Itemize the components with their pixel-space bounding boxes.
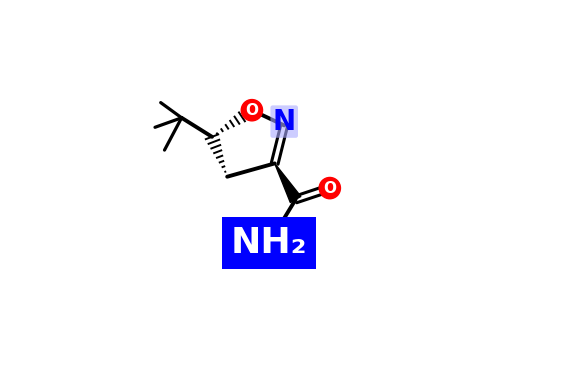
Text: O: O <box>245 103 259 118</box>
Text: O: O <box>323 180 336 196</box>
Polygon shape <box>275 163 301 203</box>
Circle shape <box>319 177 340 199</box>
Text: N: N <box>272 108 295 136</box>
Circle shape <box>241 100 263 121</box>
Text: NH₂: NH₂ <box>231 226 307 260</box>
